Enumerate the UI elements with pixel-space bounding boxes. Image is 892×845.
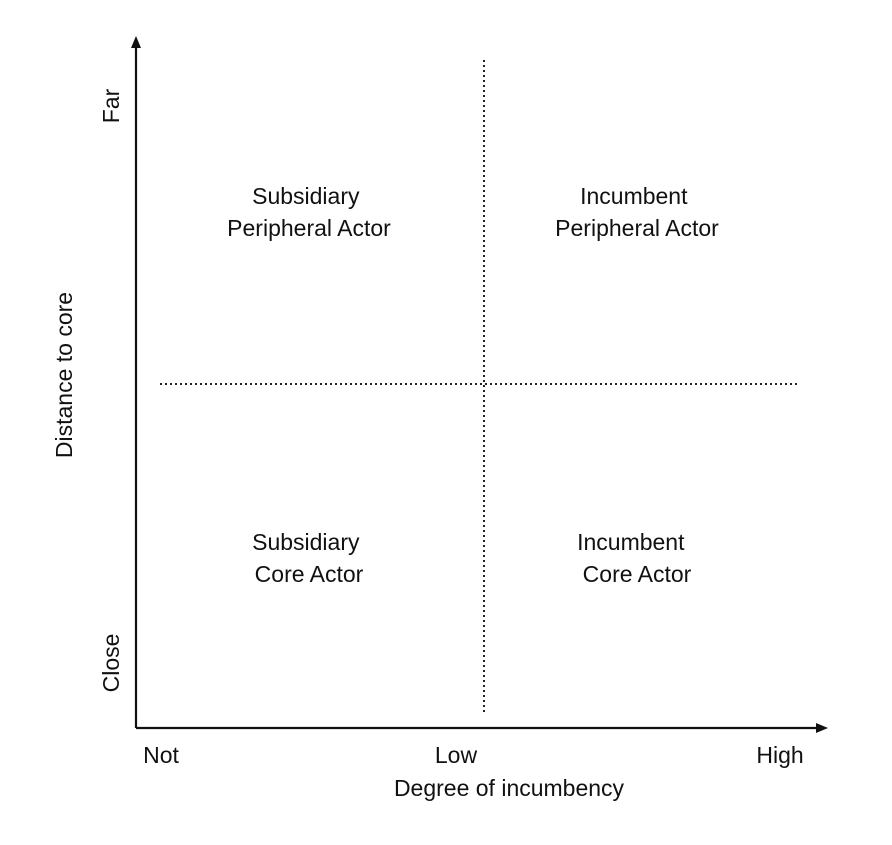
- quadrant-bottom-right-line-1: Incumbent: [577, 529, 685, 555]
- quadrant-top-right-line-1: Incumbent: [580, 183, 688, 209]
- quadrant-bottom-right: Incumbent Core Actor: [577, 529, 692, 587]
- x-axis-title: Degree of incumbency: [394, 775, 625, 801]
- quadrant-top-right: Incumbent Peripheral Actor: [555, 183, 719, 241]
- y-tick-far: Far: [98, 88, 124, 123]
- quadrant-bottom-right-line-2: Core Actor: [583, 561, 692, 587]
- x-tick-not: Not: [143, 742, 179, 768]
- quadrant-top-left-line-1: Subsidiary: [252, 183, 360, 209]
- x-tick-low: Low: [435, 742, 478, 768]
- x-axis-arrowhead: [816, 723, 828, 733]
- y-axis-arrowhead: [131, 36, 141, 48]
- quadrant-top-right-line-2: Peripheral Actor: [555, 215, 719, 241]
- quadrant-bottom-left: Subsidiary Core Actor: [252, 529, 366, 587]
- quadrant-top-left-line-2: Peripheral Actor: [227, 215, 391, 241]
- quadrant-bottom-left-line-1: Subsidiary: [252, 529, 360, 555]
- y-tick-close: Close: [98, 634, 124, 693]
- y-axis-title: Distance to core: [51, 292, 77, 458]
- x-tick-high: High: [756, 742, 803, 768]
- quadrant-top-left: Subsidiary Peripheral Actor: [227, 183, 391, 241]
- quadrant-bottom-left-line-2: Core Actor: [255, 561, 364, 587]
